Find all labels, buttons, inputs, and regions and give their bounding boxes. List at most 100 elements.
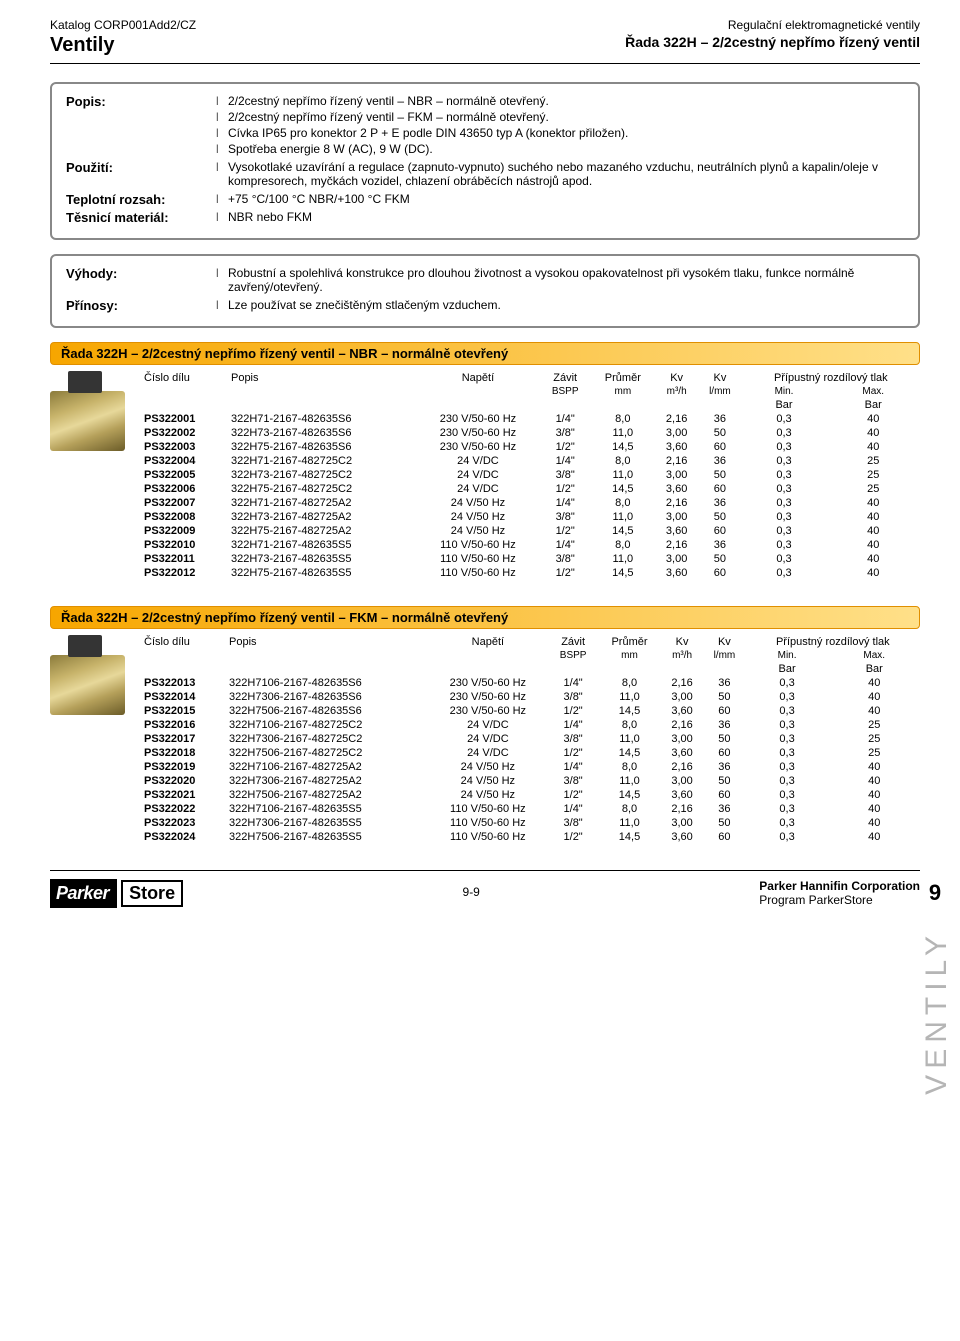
table-cell: 8,0 [598, 760, 661, 774]
table-cell: 11,0 [598, 774, 661, 788]
section2-heading: Řada 322H – 2/2cestný nepřímo řízený ven… [50, 606, 920, 629]
table-cell: 1/2" [548, 788, 598, 802]
table-cell: 0,3 [746, 746, 829, 760]
table-cell: 14,5 [598, 746, 661, 760]
bullet-line: lLze používat se znečištěným stlačeným v… [216, 298, 904, 312]
table-cell: 3/8" [548, 690, 598, 704]
table-cell: 322H7306-2167-482725C2 [225, 732, 427, 746]
table-cell: 24 V/50 Hz [427, 774, 548, 788]
table-cell: PS322011 [140, 552, 227, 566]
label-popis: Popis: [66, 94, 216, 158]
table-cell: 322H71-2167-482725C2 [227, 454, 416, 468]
th-zavit: Závit [548, 635, 598, 649]
table-cell: PS322014 [140, 690, 225, 704]
bullet-icon: l [216, 94, 228, 108]
table-row: PS322024322H7506-2167-482635S5110 V/50-6… [140, 830, 920, 844]
th-bar2: Bar [829, 662, 921, 676]
table-cell: 322H7106-2167-482635S6 [225, 676, 427, 690]
table-cell: 40 [826, 524, 920, 538]
table-cell: 36 [703, 718, 745, 732]
table-cell: 2,16 [661, 760, 703, 774]
table-cell: 3,60 [655, 440, 698, 454]
th-bar2: Bar [826, 398, 920, 412]
table-row: PS322007322H71-2167-482725A224 V/50 Hz1/… [140, 496, 920, 510]
table-cell: 25 [829, 746, 921, 760]
table-cell: 40 [829, 760, 921, 774]
table-cell: 0,3 [742, 412, 827, 426]
th-cislo: Číslo dílu [140, 371, 227, 385]
th-max: Max. [829, 649, 921, 662]
table-cell: PS322002 [140, 426, 227, 440]
table-cell: 50 [698, 552, 741, 566]
table-cell: 3,60 [661, 830, 703, 844]
table-cell: 0,3 [746, 718, 829, 732]
page-header: Katalog CORP001Add2/CZ Regulační elektro… [50, 18, 920, 32]
table-cell: PS322018 [140, 746, 225, 760]
th-popis: Popis [227, 371, 416, 385]
table-cell: 24 V/DC [416, 454, 540, 468]
table-cell: 8,0 [591, 538, 656, 552]
table-cell: 2,16 [661, 802, 703, 816]
table-cell: 1/2" [540, 440, 591, 454]
th-kv2: Kv [698, 371, 741, 385]
section1-table-wrap: Číslo dílu Popis Napětí Závit Průměr Kv … [50, 371, 920, 580]
table-cell: PS322007 [140, 496, 227, 510]
table-cell: 0,3 [746, 676, 829, 690]
table-row: PS322015322H7506-2167-482635S6230 V/50-6… [140, 704, 920, 718]
page-title: Ventily [50, 34, 114, 57]
table-row: PS322002322H73-2167-482635S6230 V/50-60 … [140, 426, 920, 440]
content-teplota: l+75 °C/100 °C NBR/+100 °C FKM [216, 192, 904, 208]
content-pouziti: lVysokotlaké uzavírání a regulace (zapnu… [216, 160, 904, 190]
bullet-icon: l [216, 192, 228, 206]
table-cell: 3,00 [655, 426, 698, 440]
table-cell: 8,0 [591, 496, 656, 510]
table-cell: 40 [826, 566, 920, 580]
th-zavit-sub: BSPP [548, 649, 598, 662]
table-cell: 8,0 [598, 718, 661, 732]
table-cell: 110 V/50-60 Hz [416, 552, 540, 566]
th-prumer: Průměr [598, 635, 661, 649]
table-cell: 50 [703, 732, 745, 746]
table-cell: 1/2" [548, 830, 598, 844]
table-cell: 3/8" [548, 732, 598, 746]
table-cell: 40 [829, 830, 921, 844]
table-cell: 8,0 [598, 802, 661, 816]
bullet-text: +75 °C/100 °C NBR/+100 °C FKM [228, 192, 904, 206]
th-kv1-sub: m³/h [661, 649, 703, 662]
catalog-code: Katalog CORP001Add2/CZ [50, 18, 196, 32]
table-cell: 11,0 [591, 426, 656, 440]
table-cell: PS322005 [140, 468, 227, 482]
table-cell: 0,3 [746, 732, 829, 746]
table-cell: 14,5 [598, 704, 661, 718]
table-cell: 25 [829, 732, 921, 746]
page-footer: Parker Store 9-9 Parker Hannifin Corpora… [50, 870, 920, 908]
table-cell: 2,16 [661, 718, 703, 732]
th-prumer-sub: mm [591, 385, 656, 398]
table-cell: 1/4" [540, 538, 591, 552]
label-pouziti: Použití: [66, 160, 216, 190]
table-row: PS322014322H7306-2167-482635S6230 V/50-6… [140, 690, 920, 704]
header-subtitle-2: Řada 322H – 2/2cestný nepřímo řízený ven… [625, 34, 920, 57]
info-box-description: Popis: l2/2cestný nepřímo řízený ventil … [50, 82, 920, 240]
th-tlak: Přípustný rozdílový tlak [742, 371, 920, 385]
table-cell: PS322009 [140, 524, 227, 538]
table-cell: 1/2" [548, 704, 598, 718]
table-cell: 40 [826, 412, 920, 426]
table-cell: 322H73-2167-482635S6 [227, 426, 416, 440]
table-row: PS322022322H7106-2167-482635S5110 V/50-6… [140, 802, 920, 816]
th-min: Min. [742, 385, 827, 398]
table-cell: 0,3 [742, 566, 827, 580]
table-row: PS322016322H7106-2167-482725C224 V/DC1/4… [140, 718, 920, 732]
label-vyhody: Výhody: [66, 266, 216, 296]
bullet-line: lRobustní a spolehlivá konstrukce pro dl… [216, 266, 904, 294]
table-cell: 0,3 [746, 704, 829, 718]
table-cell: 0,3 [746, 830, 829, 844]
th-zavit-sub: BSPP [540, 385, 591, 398]
table-cell: 25 [829, 718, 921, 732]
info-box-benefits: Výhody: lRobustní a spolehlivá konstrukc… [50, 254, 920, 328]
table-cell: 1/2" [548, 746, 598, 760]
table-cell: 36 [703, 676, 745, 690]
table-cell: 0,3 [746, 690, 829, 704]
table-cell: 0,3 [746, 774, 829, 788]
bullet-text: Lze používat se znečištěným stlačeným vz… [228, 298, 904, 312]
